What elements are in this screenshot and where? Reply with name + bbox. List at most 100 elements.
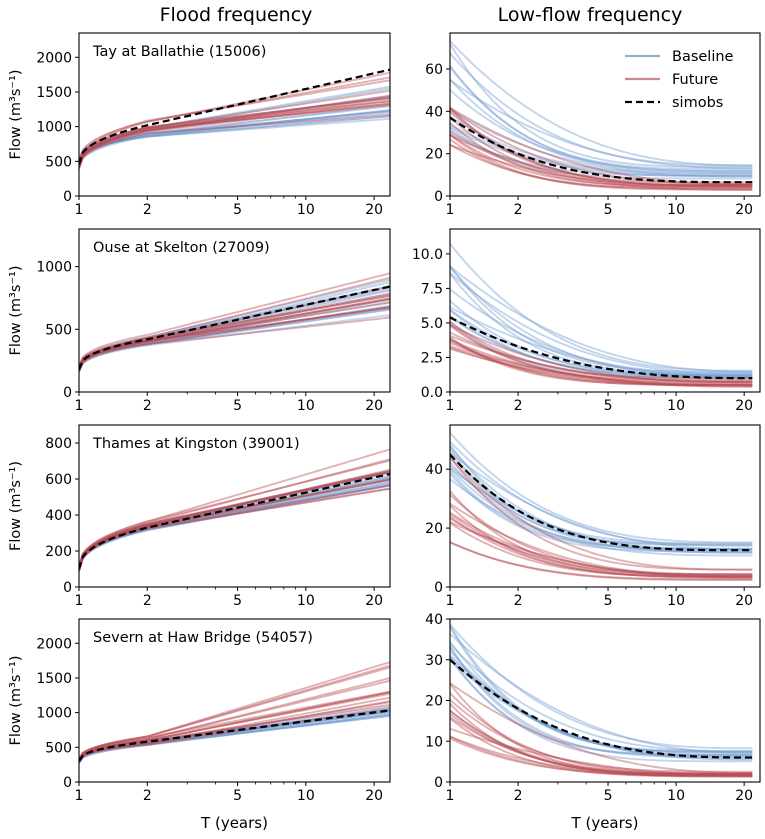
- future-line: [450, 541, 753, 581]
- future-line: [450, 683, 753, 775]
- baseline-line: [79, 481, 390, 572]
- baseline-line: [79, 85, 390, 160]
- future-line: [450, 709, 753, 778]
- x-tick-label: 1: [446, 202, 455, 218]
- future-line: [450, 106, 753, 186]
- future-line: [450, 716, 753, 777]
- legend-label-future: Future: [672, 72, 718, 88]
- x-tick-label: 2: [514, 593, 523, 609]
- future-line: [79, 272, 390, 367]
- future-line: [79, 100, 390, 162]
- future-line: [450, 703, 753, 775]
- baseline-line: [79, 483, 390, 570]
- series-group: [79, 68, 390, 170]
- future-line: [450, 131, 753, 187]
- future-line: [79, 104, 390, 168]
- x-tick-label: 20: [735, 593, 753, 609]
- y-tick-label: 1000: [36, 706, 72, 722]
- future-line: [450, 490, 753, 576]
- baseline-line: [79, 304, 390, 369]
- y-tick-label: 0: [434, 189, 443, 205]
- future-line: [450, 336, 753, 387]
- x-tick-label: 2: [143, 788, 152, 804]
- future-line: [79, 470, 390, 568]
- baseline-line: [79, 314, 390, 371]
- y-tick-label: 1500: [36, 671, 72, 687]
- x-tick-label: 1: [446, 593, 455, 609]
- baseline-line: [450, 633, 753, 755]
- future-line: [450, 522, 753, 578]
- baseline-line: [450, 623, 753, 750]
- y-tick-label: 7.5: [421, 281, 443, 297]
- baseline-line: [79, 484, 390, 570]
- baseline-line: [79, 115, 390, 161]
- baseline-line: [79, 110, 390, 166]
- simobs-line: [450, 116, 753, 184]
- future-line: [79, 297, 390, 371]
- future-line: [450, 133, 753, 188]
- x-tick-label: 20: [365, 788, 383, 804]
- future-line: [79, 468, 390, 572]
- future-line: [79, 458, 390, 569]
- panel-flood-3: 0 500 1000 1500 2000 1 2 5 10 20 Severn at Haw Bri…: [8, 618, 391, 832]
- plot-frame: [78, 32, 391, 197]
- y-tick-label: 600: [45, 472, 72, 488]
- plot-frame: [78, 424, 391, 588]
- baseline-line: [79, 112, 390, 161]
- baseline-line: [450, 79, 753, 170]
- baseline-line: [450, 43, 753, 168]
- series-group: [450, 243, 753, 388]
- baseline-line: [450, 432, 753, 544]
- future-line: [450, 138, 753, 190]
- y-tick-label: 500: [45, 740, 72, 756]
- y-tick-label: 40: [425, 462, 443, 478]
- future-line: [450, 116, 753, 186]
- x-axis-label: T (years): [571, 814, 639, 832]
- future-line: [450, 121, 753, 188]
- future-line: [79, 89, 390, 164]
- future-line: [79, 661, 390, 762]
- x-tick-label: 1: [75, 398, 84, 414]
- baseline-line: [79, 285, 390, 368]
- y-tick-label: 0: [434, 580, 443, 596]
- future-line: [79, 113, 390, 170]
- baseline-line: [79, 298, 390, 369]
- future-line: [450, 107, 753, 186]
- station-label: Severn at Haw Bridge (54057): [93, 630, 313, 646]
- y-tick-label: 1500: [36, 85, 72, 101]
- future-line: [79, 96, 390, 168]
- future-line: [79, 94, 390, 168]
- baseline-line: [450, 288, 753, 378]
- future-line: [450, 709, 753, 775]
- baseline-line: [450, 300, 753, 377]
- panel-low-3: 0 10 20 30 40 1 2 5 10 20 T (years): [425, 612, 761, 832]
- baseline-line: [79, 94, 390, 169]
- future-line: [450, 345, 753, 388]
- future-line: [450, 342, 753, 385]
- future-line: [450, 717, 753, 777]
- baseline-line: [450, 126, 753, 178]
- future-line: [450, 712, 753, 775]
- plot-frame: [449, 228, 761, 393]
- x-tick-label: 20: [735, 398, 753, 414]
- panel-low-2: 0 20 40 1 2 5 10 20: [425, 424, 761, 609]
- future-line: [79, 307, 390, 370]
- y-axis-label: Flow (m³s⁻¹): [8, 70, 24, 160]
- y-tick-label: 800: [45, 436, 72, 452]
- y-tick-label: 0: [63, 580, 72, 596]
- plot-frame: [449, 424, 761, 588]
- future-line: [450, 502, 753, 578]
- baseline-line: [79, 87, 390, 169]
- baseline-line: [79, 292, 390, 369]
- future-line: [79, 692, 390, 761]
- future-line: [450, 513, 753, 579]
- baseline-line: [450, 127, 753, 180]
- legend: Baseline Future simobs: [625, 49, 734, 111]
- future-line: [79, 478, 390, 567]
- future-line: [450, 504, 753, 577]
- x-tick-label: 2: [514, 788, 523, 804]
- future-line: [450, 699, 753, 773]
- baseline-line: [450, 315, 753, 378]
- baseline-line: [79, 105, 390, 165]
- x-tick-label: 10: [297, 788, 315, 804]
